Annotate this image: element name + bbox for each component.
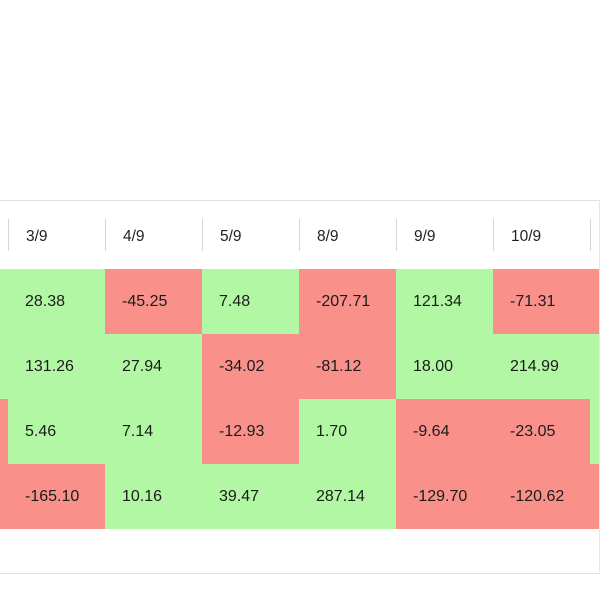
column-separator [202,219,203,251]
column-header-label: 10/9 [511,228,542,245]
table-cell[interactable]: 18.00 [396,334,493,399]
table-cell[interactable]: -23.05 [493,399,590,464]
table-cell[interactable]: -165.10 [8,464,105,529]
column-header-label: 9/9 [414,228,436,245]
table-cell[interactable]: 27.94 [105,334,202,399]
table-cell[interactable] [0,464,8,529]
column-separator [590,219,591,251]
column-header[interactable]: 2/9 [0,201,8,269]
table-cell[interactable] [0,334,8,399]
column-header-label: 8/9 [317,228,339,245]
column-separator [493,219,494,251]
column-separator [299,219,300,251]
column-header[interactable]: 5/9 [202,201,299,269]
column-header-label: 4/9 [123,228,145,245]
table-cell[interactable]: 28.38 [8,269,105,334]
table-cell[interactable]: 1.70 [299,399,396,464]
data-table: 2/93/94/95/98/99/910/911/9 28.38-45.257.… [0,200,600,574]
table-cell[interactable]: -9.64 [396,399,493,464]
table-cell[interactable] [590,269,600,334]
column-separator [396,219,397,251]
table-cell[interactable]: -34.02 [202,334,299,399]
table-cell[interactable]: -120.62 [493,464,590,529]
column-header-label: 3/9 [26,228,48,245]
table-cell[interactable]: -45.25 [105,269,202,334]
column-header[interactable]: 3/9 [8,201,105,269]
table-cell[interactable] [590,334,600,399]
column-header[interactable]: 10/9 [493,201,590,269]
column-separator [105,219,106,251]
table-cell[interactable]: 287.14 [299,464,396,529]
column-separator [8,219,9,251]
table-cell[interactable]: -71.31 [493,269,590,334]
table-cell[interactable]: 121.34 [396,269,493,334]
table-cell[interactable] [590,464,600,529]
table-cell[interactable]: -129.70 [396,464,493,529]
table-cell[interactable]: 214.99 [493,334,590,399]
table-cell[interactable]: 7.48 [202,269,299,334]
column-header[interactable]: 8/9 [299,201,396,269]
table-cell[interactable]: -12.93 [202,399,299,464]
table-cell[interactable]: -81.12 [299,334,396,399]
table-cell[interactable]: 10.16 [105,464,202,529]
table-cell[interactable]: -207.71 [299,269,396,334]
column-header[interactable]: 11/9 [590,201,600,269]
table-cell[interactable]: 5.46 [8,399,105,464]
column-header[interactable]: 9/9 [396,201,493,269]
table-cell[interactable]: 7.14 [105,399,202,464]
column-header[interactable]: 4/9 [105,201,202,269]
column-header-label: 5/9 [220,228,242,245]
table-cell[interactable] [0,399,8,464]
table-cell[interactable] [590,399,600,464]
table-cell[interactable]: 131.26 [8,334,105,399]
table-cell[interactable]: 39.47 [202,464,299,529]
table-cell[interactable] [0,269,8,334]
